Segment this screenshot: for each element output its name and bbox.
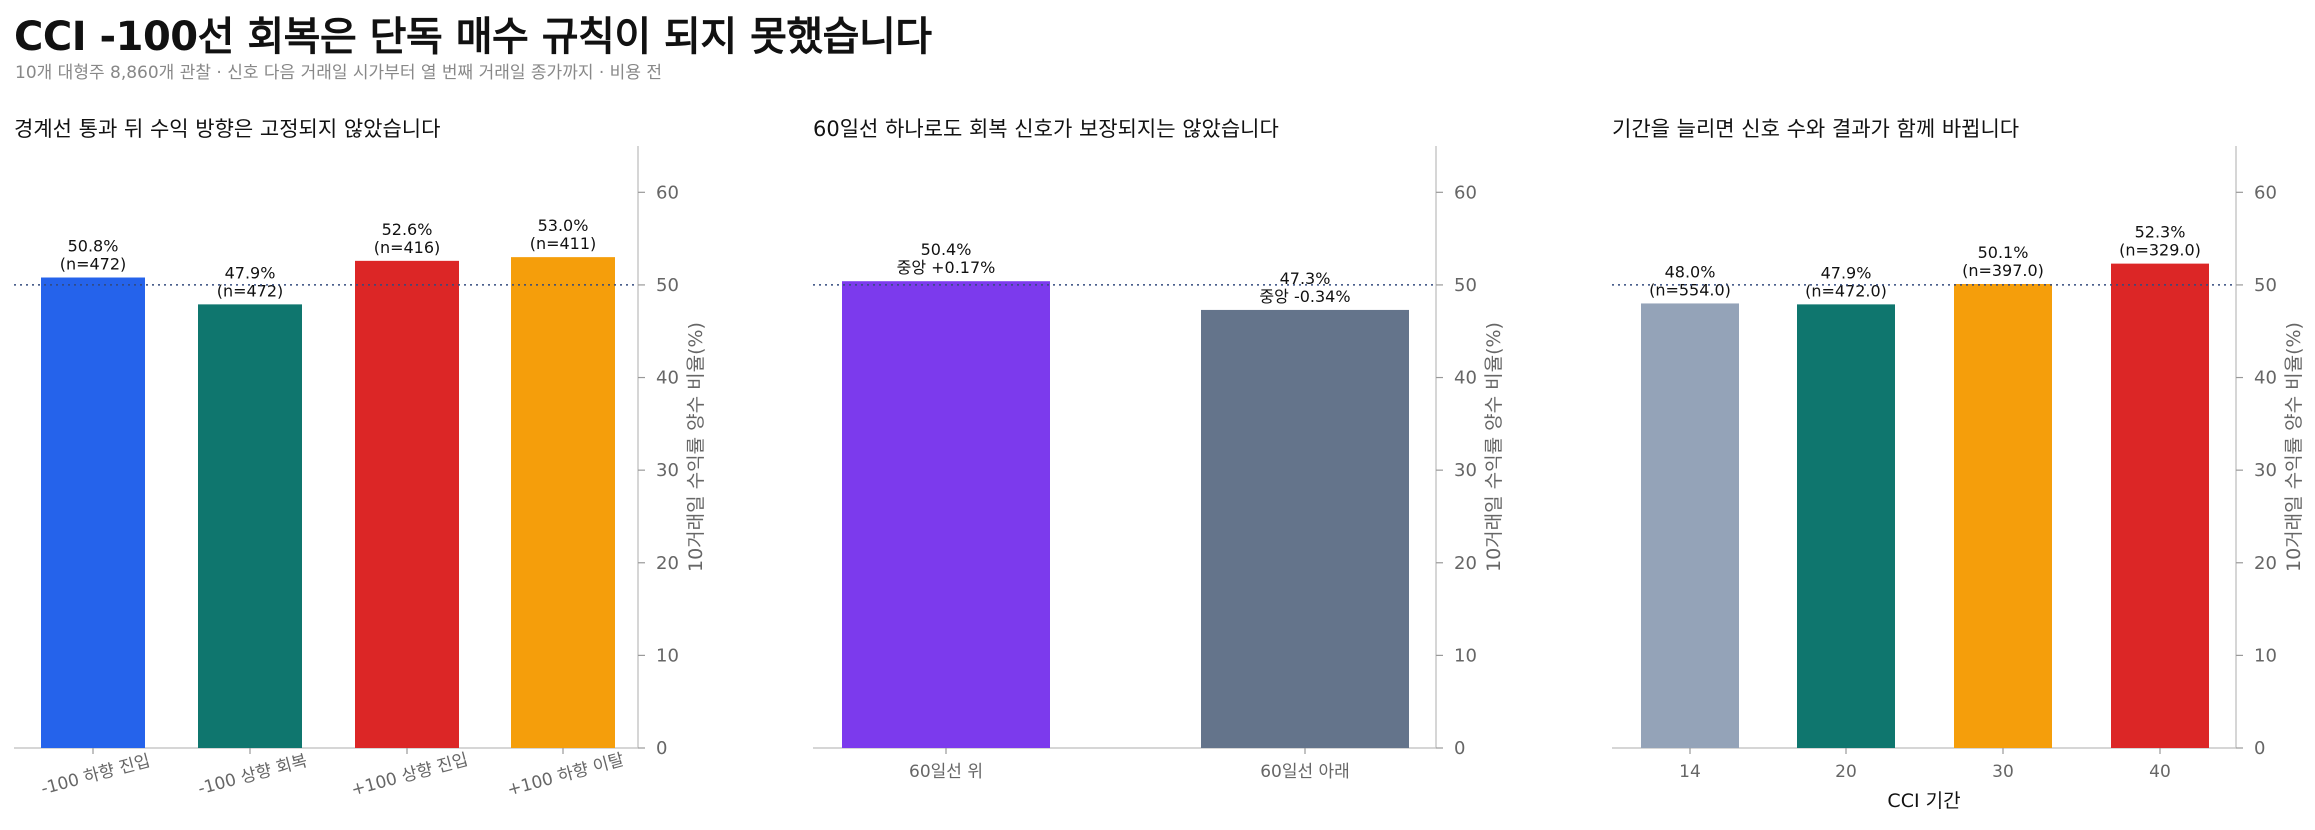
y-tick-label: 0 xyxy=(1454,738,1465,759)
page-title: CCI -100선 회복은 단독 매수 규칙이 되지 못했습니다 xyxy=(14,14,932,60)
bar xyxy=(355,260,459,748)
bar-value-label: 47.3% xyxy=(1280,269,1331,288)
x-tick-label: -100 상향 회복 xyxy=(196,751,309,799)
x-tick-label: -100 하향 진입 xyxy=(39,751,152,799)
y-tick-label: 50 xyxy=(1454,275,1477,296)
x-tick-label: 20 xyxy=(1835,762,1857,782)
y-tick-label: 0 xyxy=(2254,738,2265,759)
y-tick-label: 60 xyxy=(1454,182,1477,203)
bar-sub-label: (n=472) xyxy=(217,281,284,300)
bar xyxy=(1954,283,2052,748)
y-tick-label: 20 xyxy=(2254,553,2277,574)
bar-sub-label: 중앙 -0.34% xyxy=(1259,287,1350,306)
bar xyxy=(2111,263,2209,748)
bar-sub-label: (n=472.0) xyxy=(1805,281,1887,300)
panel-title: 경계선 통과 뒤 수익 방향은 고정되지 않았습니다 xyxy=(14,117,440,141)
y-axis-label: 10거래일 수익률 양수 비율(%) xyxy=(2283,322,2305,572)
bar-value-label: 52.6% xyxy=(382,220,433,239)
y-tick-label: 0 xyxy=(656,738,667,759)
bar xyxy=(1797,304,1895,748)
x-tick-label: 30 xyxy=(1992,762,2014,782)
bar-value-label: 50.4% xyxy=(921,240,972,259)
y-tick-label: 60 xyxy=(656,182,679,203)
y-tick-label: 20 xyxy=(1454,553,1477,574)
bar-sub-label: (n=472) xyxy=(60,255,127,274)
bar-value-label: 50.1% xyxy=(1978,243,2029,262)
panel-title: 60일선 하나로도 회복 신호가 보장되지는 않았습니다 xyxy=(813,117,1279,141)
y-tick-label: 50 xyxy=(656,275,679,296)
bar-sub-label: 중앙 +0.17% xyxy=(897,258,996,277)
bar xyxy=(41,277,145,748)
y-tick-label: 30 xyxy=(656,460,679,481)
bar xyxy=(511,257,615,748)
bar xyxy=(842,281,1050,748)
y-tick-label: 30 xyxy=(1454,460,1477,481)
y-tick-label: 10 xyxy=(1454,645,1477,666)
y-tick-label: 60 xyxy=(2254,182,2277,203)
x-axis-label: CCI 기간 xyxy=(1887,790,1960,812)
bar-sub-label: (n=329.0) xyxy=(2119,241,2201,260)
panel-title: 기간을 늘리면 신호 수와 결과가 함께 바뀝니다 xyxy=(1612,117,2019,141)
bar-value-label: 47.9% xyxy=(225,263,276,282)
y-axis-label: 10거래일 수익률 양수 비율(%) xyxy=(685,322,707,572)
y-tick-label: 10 xyxy=(656,645,679,666)
bar xyxy=(1641,303,1739,748)
y-tick-label: 40 xyxy=(2254,368,2277,389)
y-tick-label: 40 xyxy=(1454,368,1477,389)
bar-value-label: 52.3% xyxy=(2135,223,2186,242)
x-tick-label: +100 하향 이탈 xyxy=(505,750,626,800)
bar-sub-label: (n=397.0) xyxy=(1962,261,2044,280)
page-subtitle: 10개 대형주 8,860개 관찰 · 신호 다음 거래일 시가부터 열 번째 … xyxy=(15,63,663,83)
bar-sub-label: (n=416) xyxy=(374,238,441,257)
x-tick-label: 14 xyxy=(1679,762,1701,782)
bar-value-label: 50.8% xyxy=(68,237,119,256)
x-tick-label: 40 xyxy=(2149,762,2171,782)
bar xyxy=(1201,309,1409,748)
x-tick-label: +100 상향 진입 xyxy=(349,750,470,800)
bar-sub-label: (n=411) xyxy=(530,234,597,253)
bar-value-label: 48.0% xyxy=(1665,262,1716,281)
y-tick-label: 50 xyxy=(2254,275,2277,296)
y-tick-label: 30 xyxy=(2254,460,2277,481)
x-tick-label: 60일선 위 xyxy=(909,762,983,782)
bar-sub-label: (n=554.0) xyxy=(1649,280,1731,299)
y-tick-label: 20 xyxy=(656,553,679,574)
y-tick-label: 40 xyxy=(656,368,679,389)
bar-value-label: 47.9% xyxy=(1821,263,1872,282)
y-axis-label: 10거래일 수익률 양수 비율(%) xyxy=(1483,322,1505,572)
bar-value-label: 53.0% xyxy=(538,216,589,235)
x-tick-label: 60일선 아래 xyxy=(1260,762,1350,782)
bar xyxy=(198,304,302,748)
y-tick-label: 10 xyxy=(2254,645,2277,666)
